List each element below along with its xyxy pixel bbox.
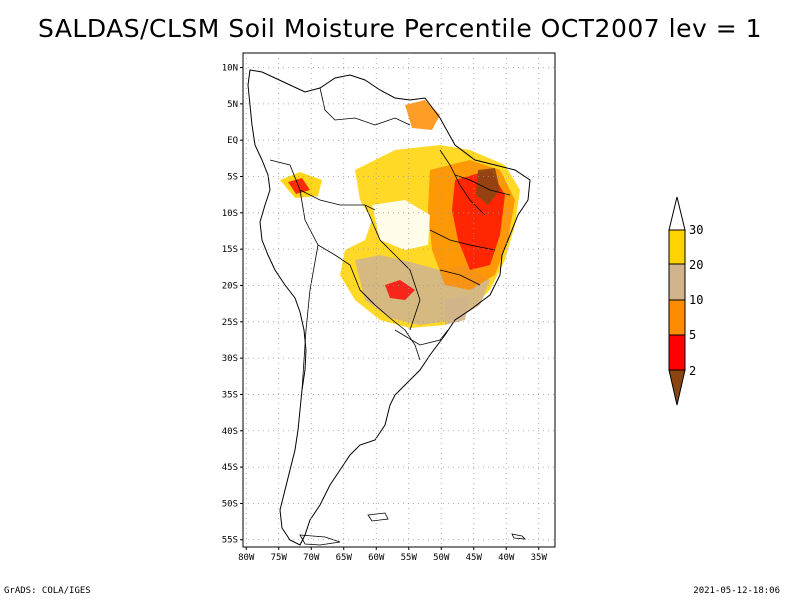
lon-label: 65W bbox=[336, 553, 353, 563]
country-borders bbox=[269, 87, 511, 391]
legend-swatch-5-10 bbox=[668, 299, 686, 336]
legend-swatch-10-20 bbox=[668, 263, 686, 301]
lon-label: 80W bbox=[238, 553, 255, 563]
lat-label: 5N bbox=[227, 100, 238, 110]
fill-brown-core bbox=[476, 168, 500, 205]
lat-label: 25S bbox=[222, 318, 238, 328]
lon-label: 60W bbox=[368, 553, 385, 563]
lat-label: EQ bbox=[227, 136, 238, 146]
lon-label: 45W bbox=[466, 553, 483, 563]
fill-white-interior bbox=[372, 200, 430, 250]
legend-label-5: 5 bbox=[689, 328, 696, 342]
footer-credit: GrADS: COLA/IGES bbox=[4, 586, 91, 596]
legend-swatch-20-30 bbox=[668, 229, 686, 265]
footer-timestamp: 2021-05-12-18:06 bbox=[693, 586, 780, 596]
legend-swatch-below-2 bbox=[668, 369, 686, 406]
longitude-labels: 80W 75W 70W 65W 60W 55W 50W 45W 40W 35W bbox=[238, 553, 547, 563]
fill-tan-southeast bbox=[445, 295, 470, 325]
lat-label: 40S bbox=[222, 427, 238, 437]
lat-label: 45S bbox=[222, 463, 238, 473]
fill-red-south bbox=[385, 280, 415, 300]
south-georgia-island bbox=[511, 533, 527, 540]
legend-label-20: 20 bbox=[689, 258, 703, 272]
latitude-labels: 10N 5N EQ 5S 10S 15S 20S 25S 30S 35S 40S 45S 50S 55S bbox=[222, 64, 238, 546]
lat-label: 30S bbox=[222, 354, 238, 364]
legend-colorbar: 30 20 10 5 2 bbox=[668, 196, 703, 406]
lat-label: 55S bbox=[222, 536, 238, 546]
lon-label: 35W bbox=[531, 553, 548, 563]
map-title: SALDAS/CLSM Soil Moisture Percentile OCT… bbox=[37, 14, 762, 43]
lat-label: 10N bbox=[222, 64, 238, 74]
lat-label: 15S bbox=[222, 245, 238, 255]
tierra-del-fuego bbox=[299, 534, 341, 546]
lon-label: 55W bbox=[401, 553, 418, 563]
lat-label: 20S bbox=[222, 281, 238, 291]
lat-label: 5S bbox=[227, 173, 238, 183]
lon-label: 75W bbox=[271, 553, 288, 563]
lat-label: 35S bbox=[222, 390, 238, 400]
legend-swatch-above-30 bbox=[668, 196, 686, 231]
legend-label-10: 10 bbox=[689, 293, 703, 307]
legend-swatch-2-5 bbox=[668, 334, 686, 371]
falkland-islands bbox=[367, 512, 389, 522]
lon-label: 40W bbox=[498, 553, 515, 563]
lat-label: 10S bbox=[222, 209, 238, 219]
lon-label: 50W bbox=[433, 553, 450, 563]
lon-label: 70W bbox=[303, 553, 320, 563]
legend-label-2: 2 bbox=[689, 364, 696, 378]
continent-outline bbox=[247, 69, 531, 546]
fill-orange-north bbox=[405, 100, 440, 130]
lat-label: 50S bbox=[222, 499, 238, 509]
graticule bbox=[240, 53, 555, 550]
fill-red-west bbox=[288, 178, 310, 194]
legend-label-30: 30 bbox=[689, 223, 703, 237]
